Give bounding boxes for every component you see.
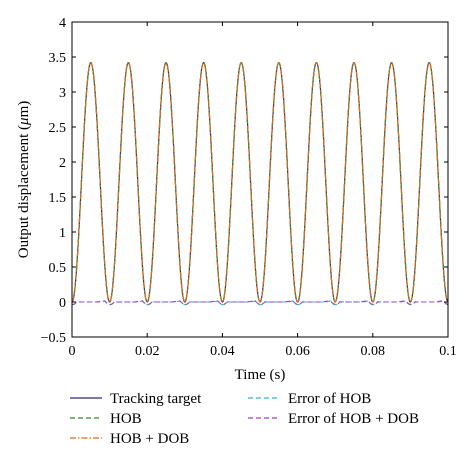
plot-frame <box>71 21 449 338</box>
y-tick-label: 3.5 <box>49 51 67 66</box>
y-tick-label: 4 <box>59 16 66 31</box>
y-tick-label: 2.5 <box>49 121 67 136</box>
y-tick-label: 0 <box>59 296 66 311</box>
y-tick-label: 1.5 <box>49 191 67 206</box>
x-tick-label: 0.1 <box>439 344 457 359</box>
y-tick-label: 0.5 <box>49 261 67 276</box>
y-tick-label: 3 <box>59 86 66 101</box>
x-tick-label: 0.06 <box>285 344 310 359</box>
legend-label: HOB + DOB <box>110 431 189 447</box>
series-line <box>71 300 449 305</box>
series-line <box>71 61 449 303</box>
y-tick-label: 2 <box>59 156 66 171</box>
y-axis-title-mu: μ <box>16 117 32 126</box>
legend-label: Error of HOB + DOB <box>288 411 419 427</box>
x-axis-title: Time (s) <box>235 367 286 383</box>
legend-label: HOB <box>110 411 142 427</box>
x-tick-label: 0.08 <box>361 344 386 359</box>
x-tick-label: 0.02 <box>135 344 160 359</box>
legend-label: Error of HOB <box>288 391 371 407</box>
y-tick-label: 1 <box>59 226 66 241</box>
y-axis-title-unit: m) <box>16 101 32 118</box>
series-line <box>71 61 449 303</box>
x-tick-label: 0 <box>69 344 76 359</box>
plot-marks <box>71 61 449 306</box>
x-tick-label: 0.04 <box>210 344 235 359</box>
legend-label: Tracking target <box>110 391 202 407</box>
y-axis-title-main: Output displacement ( <box>16 125 32 258</box>
y-axis-title: Output displacement (μm) <box>16 101 32 259</box>
legend: Tracking target HOB HOB + DOB Error of HOB E… <box>70 391 419 447</box>
axis-ticks: 0 0.02 0.04 0.06 0.08 0.1−0.500.511.522.533.5… <box>41 16 457 359</box>
y-tick-label: −0.5 <box>41 331 66 346</box>
series-line <box>71 61 449 303</box>
